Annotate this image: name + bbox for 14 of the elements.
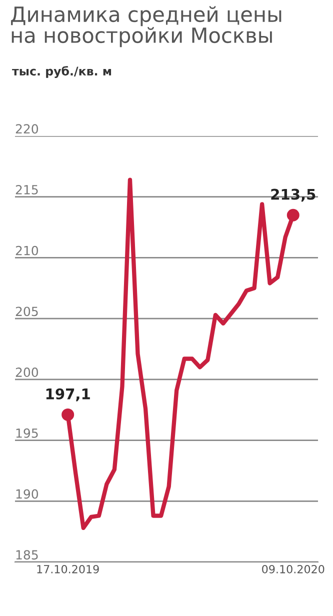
data-label: 197,1 (46, 388, 90, 402)
y-tick-label: 220 (16, 124, 38, 134)
y-tick-label: 185 (16, 550, 38, 560)
chart-subtitle: тыс. руб./кв. м (12, 66, 112, 78)
chart-title: Динамика средней цены на новостройки Москвы (11, 6, 282, 48)
y-tick-label: 195 (16, 428, 38, 438)
y-tick-label: 200 (16, 368, 38, 378)
y-tick-label: 205 (16, 306, 38, 316)
y-tick-label: 190 (16, 489, 38, 499)
x-tick-label: 09.10.2020 (262, 564, 324, 574)
x-tick-label: 17.10.2019 (37, 564, 99, 574)
y-tick-label: 210 (16, 246, 38, 256)
data-label: 213,5 (271, 188, 316, 202)
y-tick-label: 215 (16, 184, 38, 194)
